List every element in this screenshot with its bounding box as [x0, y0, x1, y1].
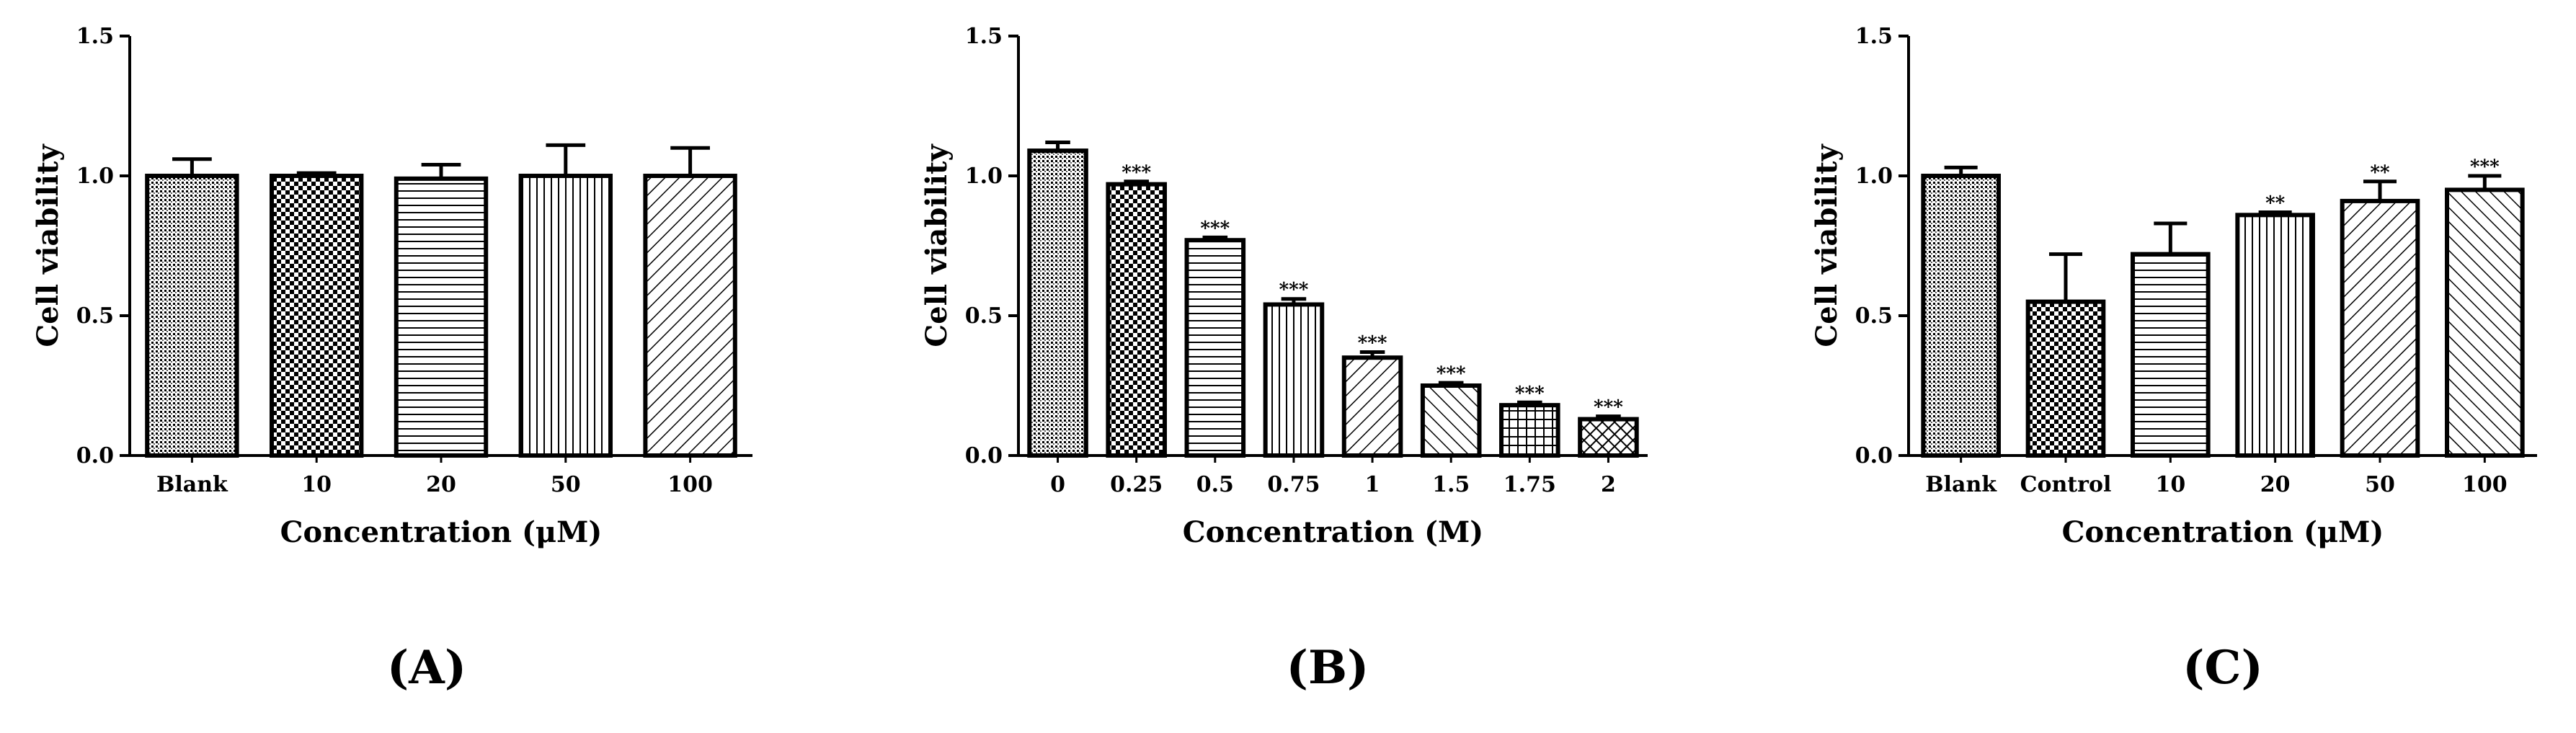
y-tick-label-1.0: 1.0 [965, 164, 1003, 189]
y-tick-label-0.5: 0.5 [76, 303, 114, 329]
bar-100 [2445, 187, 2525, 458]
x-tick-label-100: 100 [2462, 472, 2508, 497]
x-tick-label-Blank: Blank [1925, 472, 1997, 497]
significance-1.5: *** [1436, 363, 1466, 385]
y-tick-label-1.0: 1.0 [76, 164, 114, 189]
y-tick-label-0.0: 0.0 [1855, 443, 1893, 468]
y-axis-title: Cell viability [1810, 143, 1844, 347]
bar-1.75 [1499, 403, 1560, 458]
y-tick-label-1.5: 1.5 [965, 24, 1003, 49]
x-tick-label-1: 1 [1365, 472, 1380, 497]
x-tick-label-0.5: 0.5 [1196, 472, 1234, 497]
x-tick-label-10: 10 [301, 472, 332, 497]
significance-0.25: *** [1122, 162, 1151, 184]
y-axis-title: Cell viability [31, 143, 65, 347]
x-tick-label-2: 2 [1601, 472, 1616, 497]
significance-50: ** [2370, 162, 2390, 184]
x-tick-label-50: 50 [2365, 472, 2395, 497]
y-tick-label-0.0: 0.0 [965, 443, 1003, 468]
x-tick-label-1.5: 1.5 [1432, 472, 1470, 497]
bar-0 [1027, 148, 1088, 458]
significance-1.75: *** [1515, 383, 1545, 404]
bar-20 [2235, 213, 2315, 458]
bar-50 [518, 174, 613, 458]
x-tick-label-0.25: 0.25 [1110, 472, 1163, 497]
panel-label: (C) [2182, 641, 2263, 695]
bar-Control [2025, 299, 2106, 458]
bar-0.75 [1263, 302, 1325, 458]
significance-2: *** [1594, 397, 1623, 419]
bar-1 [1341, 355, 1403, 458]
x-tick-label-0.75: 0.75 [1267, 472, 1320, 497]
bar-Blank [145, 174, 239, 458]
x-axis-title: Concentration (μM) [280, 515, 603, 549]
y-tick-label-0.0: 0.0 [76, 443, 114, 468]
panel-label: (B) [1287, 641, 1369, 695]
x-tick-label-Control: Control [2020, 472, 2112, 497]
x-axis-title: Concentration (μM) [2062, 515, 2384, 549]
x-tick-label-0: 0 [1050, 472, 1065, 497]
panel-c: Blank Control 10 ** 20 ** 50 *** 100 0.0 0.5 1.0 1.5… [1810, 24, 2537, 695]
x-tick-label-50: 50 [551, 472, 581, 497]
bar-50 [2340, 198, 2420, 458]
bar-20 [394, 176, 489, 458]
bar-2 [1578, 417, 1639, 458]
panel-a: Blank 10 20 50 100 0.0 0.5 1.0 1.5 Cell viability… [31, 24, 752, 695]
x-tick-label-Blank: Blank [156, 472, 228, 497]
x-axis-title: Concentration (M) [1183, 515, 1483, 549]
y-tick-label-0.5: 0.5 [1855, 303, 1893, 329]
bar-100 [643, 174, 737, 458]
bar-1.5 [1420, 383, 1482, 458]
y-tick-label-0.5: 0.5 [965, 303, 1003, 329]
panel-b: 0 *** 0.25 *** 0.5 *** 0.75 *** 1 *** 1.5 *** 1.75 **… [920, 24, 1648, 695]
significance-0.5: *** [1200, 218, 1230, 239]
significance-20: ** [2265, 192, 2286, 214]
x-tick-label-100: 100 [667, 472, 713, 497]
bar-10 [269, 174, 364, 458]
bar-0.25 [1106, 182, 1167, 458]
x-tick-label-1.75: 1.75 [1504, 472, 1556, 497]
y-tick-label-1.5: 1.5 [76, 24, 114, 49]
significance-0.75: *** [1279, 280, 1309, 301]
x-tick-label-10: 10 [2155, 472, 2185, 497]
y-tick-label-1.0: 1.0 [1855, 164, 1893, 189]
panel-label: (A) [387, 641, 466, 695]
y-axis-title: Cell viability [920, 143, 954, 347]
significance-1: *** [1358, 332, 1387, 354]
x-tick-label-20: 20 [2260, 472, 2291, 497]
bar-0.5 [1184, 238, 1246, 458]
significance-100: *** [2470, 156, 2500, 178]
bar-10 [2131, 252, 2211, 458]
x-tick-label-20: 20 [426, 472, 456, 497]
bar-Blank [1921, 174, 2001, 458]
y-tick-label-1.5: 1.5 [1855, 24, 1893, 49]
